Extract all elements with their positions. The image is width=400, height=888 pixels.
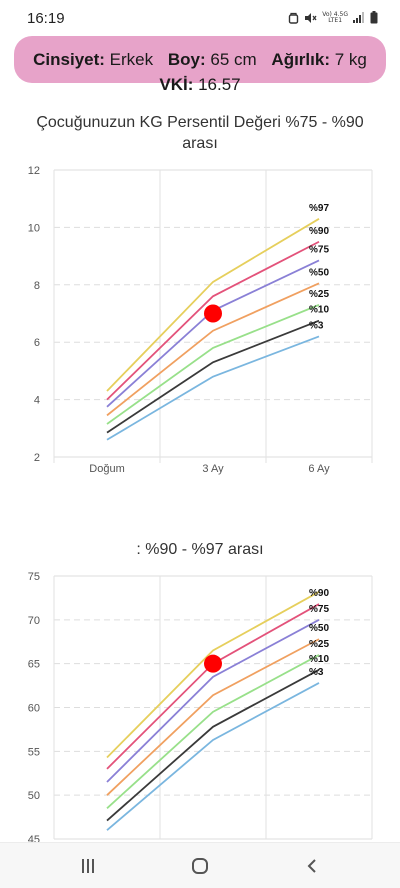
series-line	[106, 669, 320, 822]
y-tick-label: 75	[28, 571, 40, 583]
network-type: Vo) 4.5G LTE1	[322, 10, 348, 24]
y-tick-label: 4	[34, 395, 40, 407]
series-end-label: %50	[309, 267, 329, 278]
height-percentile-chart: 45 50 55 60 65 70 75 %90 %75 %50 %25 %10 %3	[28, 571, 373, 842]
series-line	[106, 218, 320, 392]
series-end-label: %3	[309, 667, 324, 678]
series-end-label: %10	[309, 305, 329, 316]
home-icon	[192, 858, 208, 874]
status-bar: 16:19 Vo) 4.5G LTE1	[0, 0, 400, 36]
back-button[interactable]	[297, 855, 327, 877]
series-line	[106, 240, 320, 401]
navigation-bar	[0, 842, 400, 888]
weight-label: Ağırlık:	[271, 50, 330, 69]
signal-icon	[353, 12, 364, 23]
y-tick-label: 8	[34, 280, 40, 292]
gender-label: Cinsiyet:	[33, 50, 105, 69]
network-type-top: Vo) 4.5G	[322, 10, 348, 18]
series-line	[106, 304, 320, 425]
height-value: 65 cm	[210, 50, 257, 69]
series-end-label: %10	[309, 654, 329, 665]
bmi-label: VKİ:	[159, 75, 194, 94]
child-value-marker	[204, 304, 222, 323]
series-end-label: %25	[309, 639, 329, 650]
weight-percentile-chart: 2 4 6 8 10 12 Doğum 3 Ay 6 Ay %97 %90 %75 %50 %25 %10%…	[28, 165, 373, 475]
y-tick-label: 45	[28, 834, 40, 842]
height-label: Boy:	[167, 50, 206, 69]
series-end-label: %90	[309, 588, 329, 599]
series-line	[106, 335, 320, 441]
child-value-marker	[204, 654, 222, 673]
bmi-row: VKİ: 16.57	[0, 75, 400, 95]
series-line	[106, 638, 320, 796]
bmi-value: 16.57	[198, 75, 241, 94]
y-tick-label: 10	[28, 222, 40, 234]
alarm-icon	[289, 12, 299, 24]
y-tick-label: 65	[28, 659, 40, 671]
status-time: 16:19	[27, 10, 65, 27]
weight-value: 7 kg	[334, 50, 367, 69]
series-line	[106, 682, 320, 831]
series-line	[106, 590, 320, 759]
series-line	[106, 654, 320, 809]
x-tick-label: 3 Ay	[202, 463, 224, 475]
x-tick-label: Doğum	[89, 463, 124, 475]
chart-title: : %90 - %97 arası	[136, 541, 264, 558]
series-end-label: %25	[309, 289, 329, 300]
status-icons: Vo) 4.5G LTE1	[288, 11, 378, 24]
home-button[interactable]	[185, 855, 215, 877]
series-end-label: %50	[309, 623, 329, 634]
series-end-label: %75	[309, 604, 329, 615]
y-tick-label: 60	[28, 703, 40, 715]
series-line	[106, 282, 320, 417]
x-tick-label: 6 Ay	[308, 463, 330, 475]
back-icon	[307, 859, 316, 873]
y-tick-label: 2	[34, 452, 40, 464]
y-tick-label: 70	[28, 615, 40, 627]
series-end-label: %97	[309, 203, 329, 214]
recent-apps-button[interactable]	[73, 855, 103, 877]
y-tick-label: 12	[28, 165, 40, 177]
recent-apps-icon	[82, 859, 94, 873]
summary-row: Cinsiyet: Erkek Boy: 65 cm Ağırlık: 7 kg	[14, 50, 386, 70]
chart-title: Çocuğunuzun KG Persentil Değeri %75 - %9…	[36, 114, 364, 152]
series-end-label: %75	[309, 244, 329, 255]
series-end-label: %3	[309, 320, 324, 331]
network-type-bottom: LTE1	[328, 16, 343, 24]
battery-icon	[370, 11, 378, 24]
y-tick-label: 6	[34, 337, 40, 349]
y-tick-label: 55	[28, 746, 40, 758]
series-end-label: %90	[309, 226, 329, 237]
summary-card: Cinsiyet: Erkek Boy: 65 cm Ağırlık: 7 kg	[14, 36, 386, 83]
y-tick-label: 50	[28, 790, 40, 802]
mute-icon	[305, 12, 317, 23]
series-line	[106, 319, 320, 434]
gender-value: Erkek	[109, 50, 154, 69]
series-line	[106, 619, 320, 783]
